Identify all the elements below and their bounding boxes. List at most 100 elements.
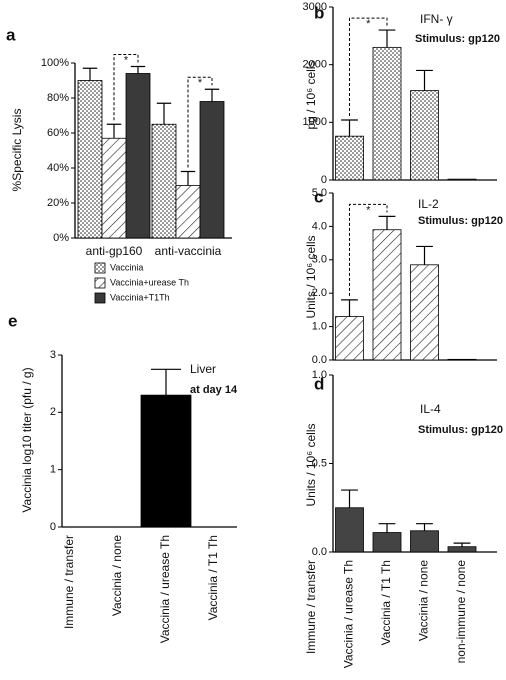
error-bar	[378, 215, 396, 230]
y-tick-label: 1	[50, 464, 56, 476]
y-axis-label: pg / 10⁶ cells	[304, 61, 318, 130]
y-axis-label: Units / 10⁶ cells	[304, 424, 318, 507]
significance-bracket	[187, 76, 213, 168]
legend-swatch	[94, 262, 106, 274]
legend-swatch	[94, 292, 106, 304]
legend-swatch	[94, 277, 106, 289]
panel-letter: c	[314, 187, 323, 206]
y-tick-label: 5.0	[312, 187, 327, 199]
error-bar	[151, 368, 181, 396]
bar	[335, 316, 364, 361]
y-tick-label: 4.0	[312, 220, 327, 232]
bar	[372, 46, 402, 181]
x-tick-label: anti-gp160	[86, 244, 143, 258]
x-tick-label: Vaccinia / urease Th	[158, 535, 172, 643]
legend-label: Vaccinia+T1Th	[110, 292, 170, 302]
error-bar	[180, 170, 196, 186]
error-bar	[378, 523, 396, 533]
panel-subtitle: Stimulus: gp120	[418, 215, 503, 227]
error-bar	[204, 88, 220, 102]
y-tick-label: 1.0	[312, 369, 327, 381]
bar	[447, 178, 477, 181]
y-tick-label: 0%	[53, 232, 69, 244]
bar	[447, 358, 477, 361]
error-bar	[416, 69, 433, 91]
x-tick-label: Vaccinia / T1 Th	[206, 535, 220, 620]
y-tick-label: 80%	[47, 92, 69, 104]
error-bar	[416, 523, 433, 531]
y-tick-label: 20%	[47, 197, 69, 209]
y-axis-label: Vaccinia log10 titer (pfu / g)	[20, 367, 34, 512]
error-bar	[416, 245, 433, 265]
bar	[77, 80, 103, 239]
bar	[140, 394, 192, 528]
y-tick-label: 40%	[47, 162, 69, 174]
panel-letter: b	[314, 3, 324, 22]
bar	[410, 264, 439, 361]
y-tick-label: 3.0	[312, 254, 327, 266]
bar	[335, 507, 364, 553]
bar	[410, 90, 439, 181]
error-bar	[341, 299, 358, 317]
bar	[151, 123, 177, 239]
bar	[372, 229, 402, 361]
significance-bracket	[113, 54, 139, 121]
error-bar	[130, 65, 146, 74]
x-tick-label: Vaccinia / T1 Th	[379, 560, 393, 645]
y-tick-label: 2.0	[312, 287, 327, 299]
y-axis-label: %Specific Lysis	[10, 109, 24, 192]
significance-bracket	[349, 17, 388, 117]
panel-title: IFN- γ	[420, 12, 453, 26]
y-tick-label: 3000	[303, 1, 327, 13]
y-tick-label: 1.0	[312, 321, 327, 333]
y-tick-label: 60%	[47, 127, 69, 139]
error-bar	[82, 67, 98, 81]
panel-title: IL-4	[420, 402, 441, 416]
x-tick-label: Immune / transfer	[62, 535, 76, 629]
panel-letter: a	[6, 25, 16, 44]
bar	[447, 546, 477, 553]
y-tick-label: 3	[50, 349, 56, 361]
y-tick-label: 0.0	[312, 354, 327, 366]
bar	[335, 135, 364, 181]
x-tick-label: Immune / transfer	[304, 560, 318, 654]
panel-letter: e	[8, 311, 17, 330]
x-tick-label: Vaccinia / none	[417, 560, 431, 641]
y-tick-label: 2000	[303, 59, 327, 71]
panel-subtitle: Stimulus: gp120	[415, 33, 500, 45]
error-bar	[106, 123, 122, 139]
y-axis-label: Units / 10⁶ cells	[304, 236, 318, 319]
panel-title: IL-2	[418, 197, 439, 211]
error-bar	[378, 29, 396, 48]
error-bar	[341, 119, 358, 137]
bar	[175, 185, 201, 239]
error-bar	[453, 542, 471, 547]
significance-label: *	[366, 204, 371, 216]
significance-label: *	[366, 18, 371, 30]
legend-label: Vaccinia+urease Th	[110, 277, 189, 287]
bar	[410, 530, 439, 553]
x-tick-label: Vaccinia / urease Th	[342, 560, 356, 668]
significance-bracket	[349, 203, 388, 296]
x-tick-label: non-immune / none	[454, 560, 468, 664]
bar	[372, 532, 402, 553]
legend-label: Vaccinia	[110, 262, 143, 272]
significance-label: *	[124, 54, 129, 66]
panel-subtitle: at day 14	[190, 384, 238, 396]
x-tick-label: anti-vaccinia	[155, 244, 222, 258]
y-tick-label: 0	[321, 174, 327, 186]
y-tick-label: 2	[50, 406, 56, 418]
y-tick-label: 0	[50, 521, 56, 533]
error-bar	[341, 489, 358, 508]
bar	[101, 137, 127, 239]
bar	[125, 73, 151, 239]
panel-title: Liver	[190, 362, 216, 376]
significance-label: *	[198, 77, 203, 89]
panel-letter: d	[314, 374, 324, 393]
bar	[199, 101, 225, 239]
x-tick-label: Vaccinia / none	[110, 535, 124, 616]
y-tick-label: 100%	[41, 57, 69, 69]
y-tick-label: 0.0	[312, 546, 327, 558]
error-bar	[156, 102, 172, 125]
